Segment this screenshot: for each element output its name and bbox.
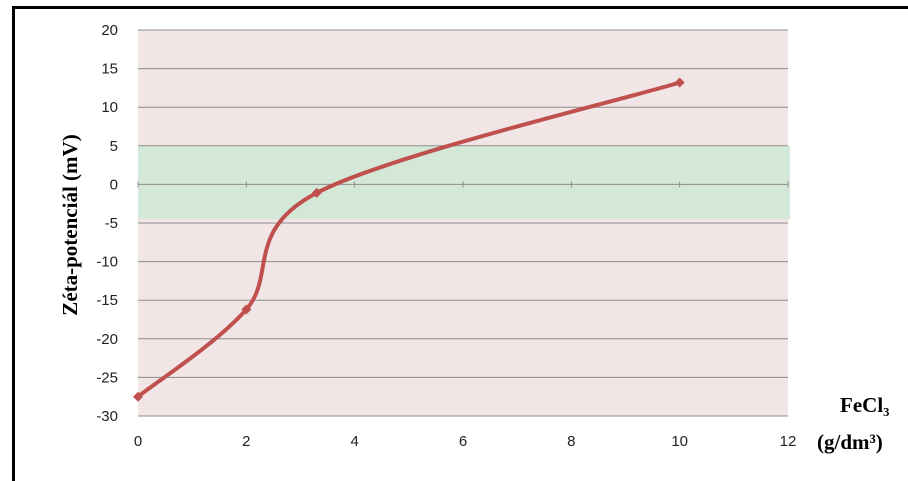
y-tick-label: -20 — [96, 331, 118, 348]
y-tick-label: -15 — [96, 292, 118, 309]
x-tick-label: 8 — [567, 433, 575, 450]
y-tick-label: 15 — [101, 61, 118, 78]
data-point — [311, 187, 322, 198]
y-tick-labels: 20 15 10 5 0 -5 -10 -15 -20 -25 -30 — [96, 22, 118, 425]
y-tick-label: 0 — [110, 176, 118, 193]
x-axis-label-line1: FeCl₃ — [840, 393, 889, 417]
y-tick-label: -25 — [96, 369, 118, 386]
x-axis-label-line2: (g/dm³) — [817, 430, 883, 454]
x-tick-label: 2 — [242, 433, 250, 450]
y-tick-label: 20 — [101, 22, 118, 39]
target-band — [138, 145, 790, 220]
y-axis-label: Zéta-potenciál (mV) — [58, 134, 82, 315]
x-tick-labels: 0 2 4 6 8 10 12 — [134, 433, 797, 450]
y-tick-label: 10 — [101, 99, 118, 116]
series-group — [133, 77, 685, 402]
y-tick-label: 5 — [110, 138, 118, 155]
x-tick-label: 0 — [134, 433, 142, 450]
x-tick-label: 12 — [780, 433, 797, 450]
x-tick-label: 6 — [459, 433, 467, 450]
x-tick-label: 4 — [350, 433, 358, 450]
y-tick-label: -10 — [96, 254, 118, 271]
y-tick-label: -30 — [96, 408, 118, 425]
gridlines — [137, 29, 789, 417]
series-line — [136, 80, 682, 399]
data-point — [133, 391, 143, 402]
y-tick-label: -5 — [105, 215, 118, 232]
data-point — [674, 77, 685, 88]
x-tick-label: 10 — [671, 433, 688, 450]
chart-frame — [12, 6, 908, 481]
data-point — [241, 304, 252, 315]
